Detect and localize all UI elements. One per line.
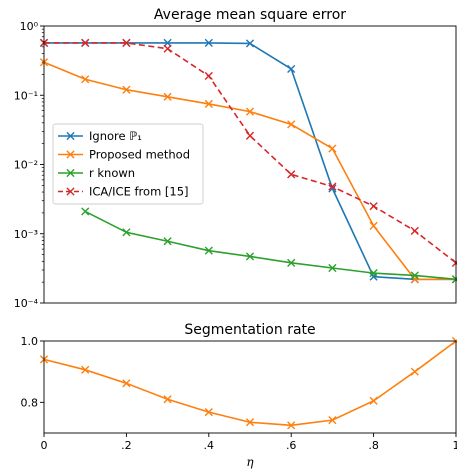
bottom-series-point — [245, 418, 255, 427]
bottom-x-tick-label: 0 — [41, 439, 48, 452]
bottom-x-tick-label: .2 — [121, 439, 132, 452]
top-series-line — [84, 210, 457, 281]
top-series-point — [81, 75, 90, 84]
legend-marker — [66, 150, 75, 159]
bottom-y-tick-label: 1.0 — [21, 335, 39, 348]
top-series-point — [328, 182, 337, 191]
top-series-point — [204, 246, 213, 255]
bottom-series-point — [122, 379, 131, 388]
top-series-point — [369, 272, 378, 281]
top-series-point — [245, 39, 255, 48]
top-series-point — [81, 207, 90, 216]
bottom-chart-plot: 1.0 0.8 0 .2 .4 .6 .8 1 — [21, 335, 457, 452]
top-series-point — [369, 269, 378, 278]
top-series-point — [81, 38, 90, 48]
top-series-point — [369, 202, 378, 211]
top-chart-frame — [43, 25, 457, 304]
top-series-point — [287, 258, 296, 267]
bottom-series-point — [369, 396, 378, 405]
top-series-point — [163, 92, 172, 101]
top-series-line — [44, 42, 457, 264]
top-series-point — [204, 38, 213, 48]
bottom-chart-frame — [43, 340, 457, 434]
bottom-series-point — [204, 408, 213, 417]
bottom-x-tick-label: .4 — [204, 439, 215, 452]
top-series-point — [204, 99, 213, 108]
bottom-y-tick-label: 0.8 — [21, 396, 39, 409]
top-chart-title: Average mean square error — [154, 7, 346, 23]
top-y-tick-label: 10⁻² — [14, 159, 38, 172]
top-series-point — [287, 170, 296, 179]
legend-box — [52, 123, 204, 205]
legend-label: Ignore ℙ₁ — [89, 129, 142, 143]
bottom-series-point — [81, 365, 90, 374]
legend-marker — [66, 187, 75, 196]
top-series-point — [328, 263, 337, 273]
legend-item: Ignore ℙ₁ — [58, 129, 142, 143]
top-y-tick-label: 10⁻³ — [14, 228, 38, 241]
bottom-series-point — [287, 421, 296, 430]
legend-marker — [66, 131, 75, 141]
top-series-point — [163, 237, 172, 246]
legend-marker — [66, 168, 75, 178]
top-series-point — [122, 228, 131, 237]
top-series-point — [122, 85, 131, 94]
top-series-point — [328, 144, 337, 153]
top-series-point — [410, 271, 419, 280]
bottom-series-point — [410, 367, 419, 376]
top-series-point — [287, 120, 296, 129]
top-y-tick-label: 10⁻⁴ — [14, 297, 39, 310]
top-y-tick-label: 10⁰ — [20, 20, 39, 33]
legend-label: Proposed method — [89, 148, 190, 162]
bottom-chart-title: Segmentation rate — [184, 322, 315, 338]
bottom-x-tick-label: .8 — [368, 439, 379, 452]
top-chart-legend: Ignore ℙ₁ Proposed method r known ICA/ICE f… — [52, 123, 204, 205]
legend-label: ICA/ICE from [15] — [89, 185, 189, 199]
bottom-chart-xlabel: η — [246, 455, 254, 469]
top-chart-plot: 10⁰ 10⁻¹ 10⁻² 10⁻³ 10⁻⁴ — [14, 20, 457, 310]
top-series-point — [287, 64, 296, 74]
top-y-tick-label: 10⁻¹ — [14, 89, 38, 102]
top-series-point — [245, 252, 255, 261]
bottom-x-tick-label: .6 — [286, 439, 297, 452]
top-series-point — [410, 226, 419, 235]
legend-item: ICA/ICE from [15] — [58, 185, 189, 199]
top-series-point — [163, 44, 172, 53]
top-series-point — [369, 221, 378, 230]
legend-label: r known — [89, 166, 135, 180]
bottom-series-0 — [39, 336, 457, 430]
top-series-2 — [81, 207, 457, 284]
top-series-point — [245, 107, 255, 116]
top-series-point — [122, 38, 131, 48]
legend-item: r known — [58, 166, 135, 180]
top-series-point — [204, 71, 213, 81]
bottom-series-line — [43, 340, 457, 427]
bottom-x-tick-label: 1 — [453, 439, 457, 452]
bottom-series-point — [328, 416, 337, 425]
top-series-point — [163, 38, 172, 48]
top-series-3 — [39, 38, 457, 267]
bottom-series-point — [163, 395, 172, 404]
legend-item: Proposed method — [58, 148, 190, 162]
top-series-point — [245, 131, 255, 140]
